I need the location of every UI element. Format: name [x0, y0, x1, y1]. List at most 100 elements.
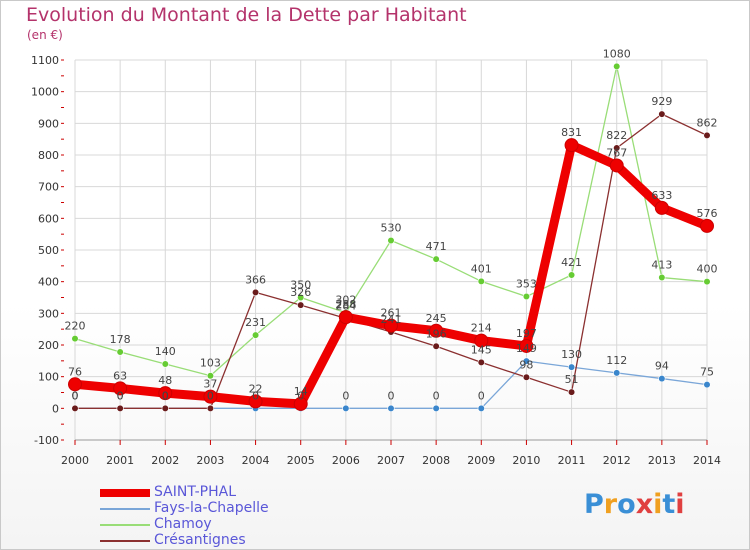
data-label: 413 [651, 259, 672, 272]
legend-label: Fays-la-Chapelle [154, 500, 269, 516]
legend-swatch [100, 540, 150, 542]
x-tick-label: 2001 [106, 454, 134, 467]
data-label: 288 [335, 298, 356, 311]
x-tick-label: 2007 [377, 454, 405, 467]
data-point [658, 374, 666, 383]
data-label: 140 [155, 345, 176, 358]
legend-label: SAINT-PHAL [154, 484, 236, 500]
data-label: 130 [561, 348, 582, 361]
data-point [477, 404, 485, 412]
data-label: 145 [471, 343, 492, 356]
data-label: 929 [651, 95, 672, 108]
x-tick-label: 2011 [558, 454, 586, 467]
data-label: 0 [117, 389, 124, 402]
data-point [703, 278, 711, 286]
x-tick-label: 2003 [196, 454, 224, 467]
data-point [567, 271, 576, 279]
data-label: 0 [117, 389, 124, 402]
x-tick-label: 2013 [648, 454, 676, 467]
data-point [338, 310, 353, 325]
data-label: 48 [158, 374, 172, 387]
data-point [567, 388, 576, 396]
legend-label: Chamoy [154, 516, 212, 532]
data-label: 366 [245, 273, 266, 286]
data-label: 178 [110, 333, 131, 346]
y-tick-label: 200 [38, 339, 59, 352]
data-point [68, 377, 82, 392]
logo-letter: i [653, 489, 663, 520]
data-point [297, 301, 305, 309]
chart-subtitle: (en €) [27, 28, 63, 42]
chart-title: Evolution du Montant de la Dette par Hab… [26, 4, 467, 26]
data-point [477, 358, 485, 367]
data-point [567, 363, 576, 371]
legend-item: Crésantignes [100, 532, 400, 549]
x-tick-label: 2014 [693, 454, 721, 467]
x-tick-label: 2000 [61, 454, 89, 467]
data-point [658, 273, 666, 282]
logo-letter: r [603, 489, 618, 520]
data-label: 0 [388, 389, 395, 402]
logo-letter: o [617, 489, 636, 520]
data-label: 214 [471, 322, 492, 335]
data-label: 1080 [603, 47, 631, 60]
data-label: 22 [249, 382, 263, 395]
data-point [564, 138, 579, 153]
data-point [432, 404, 440, 412]
y-tick-label: 100 [38, 371, 59, 384]
data-label: 112 [606, 354, 627, 367]
data-point [297, 293, 305, 302]
data-point [700, 218, 714, 233]
data-point [522, 373, 531, 381]
x-tick-label: 2012 [603, 454, 631, 467]
data-point [703, 131, 711, 139]
data-label: 51 [565, 373, 579, 386]
data-point [71, 335, 79, 343]
x-tick-label: 2004 [242, 454, 270, 467]
data-point [342, 404, 350, 412]
data-label: 0 [342, 389, 349, 402]
legend-item: Fays-la-Chapelle [100, 500, 400, 517]
data-point [113, 381, 128, 396]
data-label: 302 [335, 294, 356, 307]
data-point [384, 318, 398, 333]
data-point [613, 62, 621, 70]
data-label: 245 [426, 312, 447, 325]
data-point [522, 292, 531, 301]
y-tick-label: 0 [52, 402, 59, 415]
data-point [161, 404, 169, 412]
data-point [116, 404, 124, 412]
y-tick-label: 500 [38, 244, 59, 257]
data-label: 831 [561, 126, 582, 139]
data-label: 530 [381, 222, 402, 235]
data-label: 284 [335, 299, 356, 312]
data-point [429, 323, 444, 338]
data-label: 822 [606, 129, 627, 142]
data-point [248, 394, 263, 409]
legend-swatch [100, 489, 150, 497]
logo-letter: i [675, 489, 685, 520]
data-point [158, 386, 173, 401]
y-tick-label: 600 [38, 212, 59, 225]
data-point [161, 360, 169, 368]
legend-swatch [100, 524, 150, 526]
data-label: 326 [290, 286, 311, 299]
data-label: 400 [697, 263, 718, 276]
data-point [251, 288, 260, 297]
data-point [293, 396, 308, 411]
data-label: 576 [697, 207, 718, 220]
data-label: 94 [655, 360, 669, 373]
data-label: 261 [381, 307, 402, 320]
x-tick-label: 2005 [287, 454, 315, 467]
data-label: 401 [471, 262, 492, 275]
data-label: 149 [516, 342, 537, 355]
data-point [477, 277, 485, 285]
y-tick-label: 1000 [31, 86, 59, 99]
data-label: 0 [207, 389, 214, 402]
data-label: 63 [113, 369, 127, 382]
x-tick-label: 2010 [512, 454, 540, 467]
data-label: 0 [72, 389, 79, 402]
data-label: 0 [433, 389, 440, 402]
x-tick-label: 2006 [332, 454, 360, 467]
